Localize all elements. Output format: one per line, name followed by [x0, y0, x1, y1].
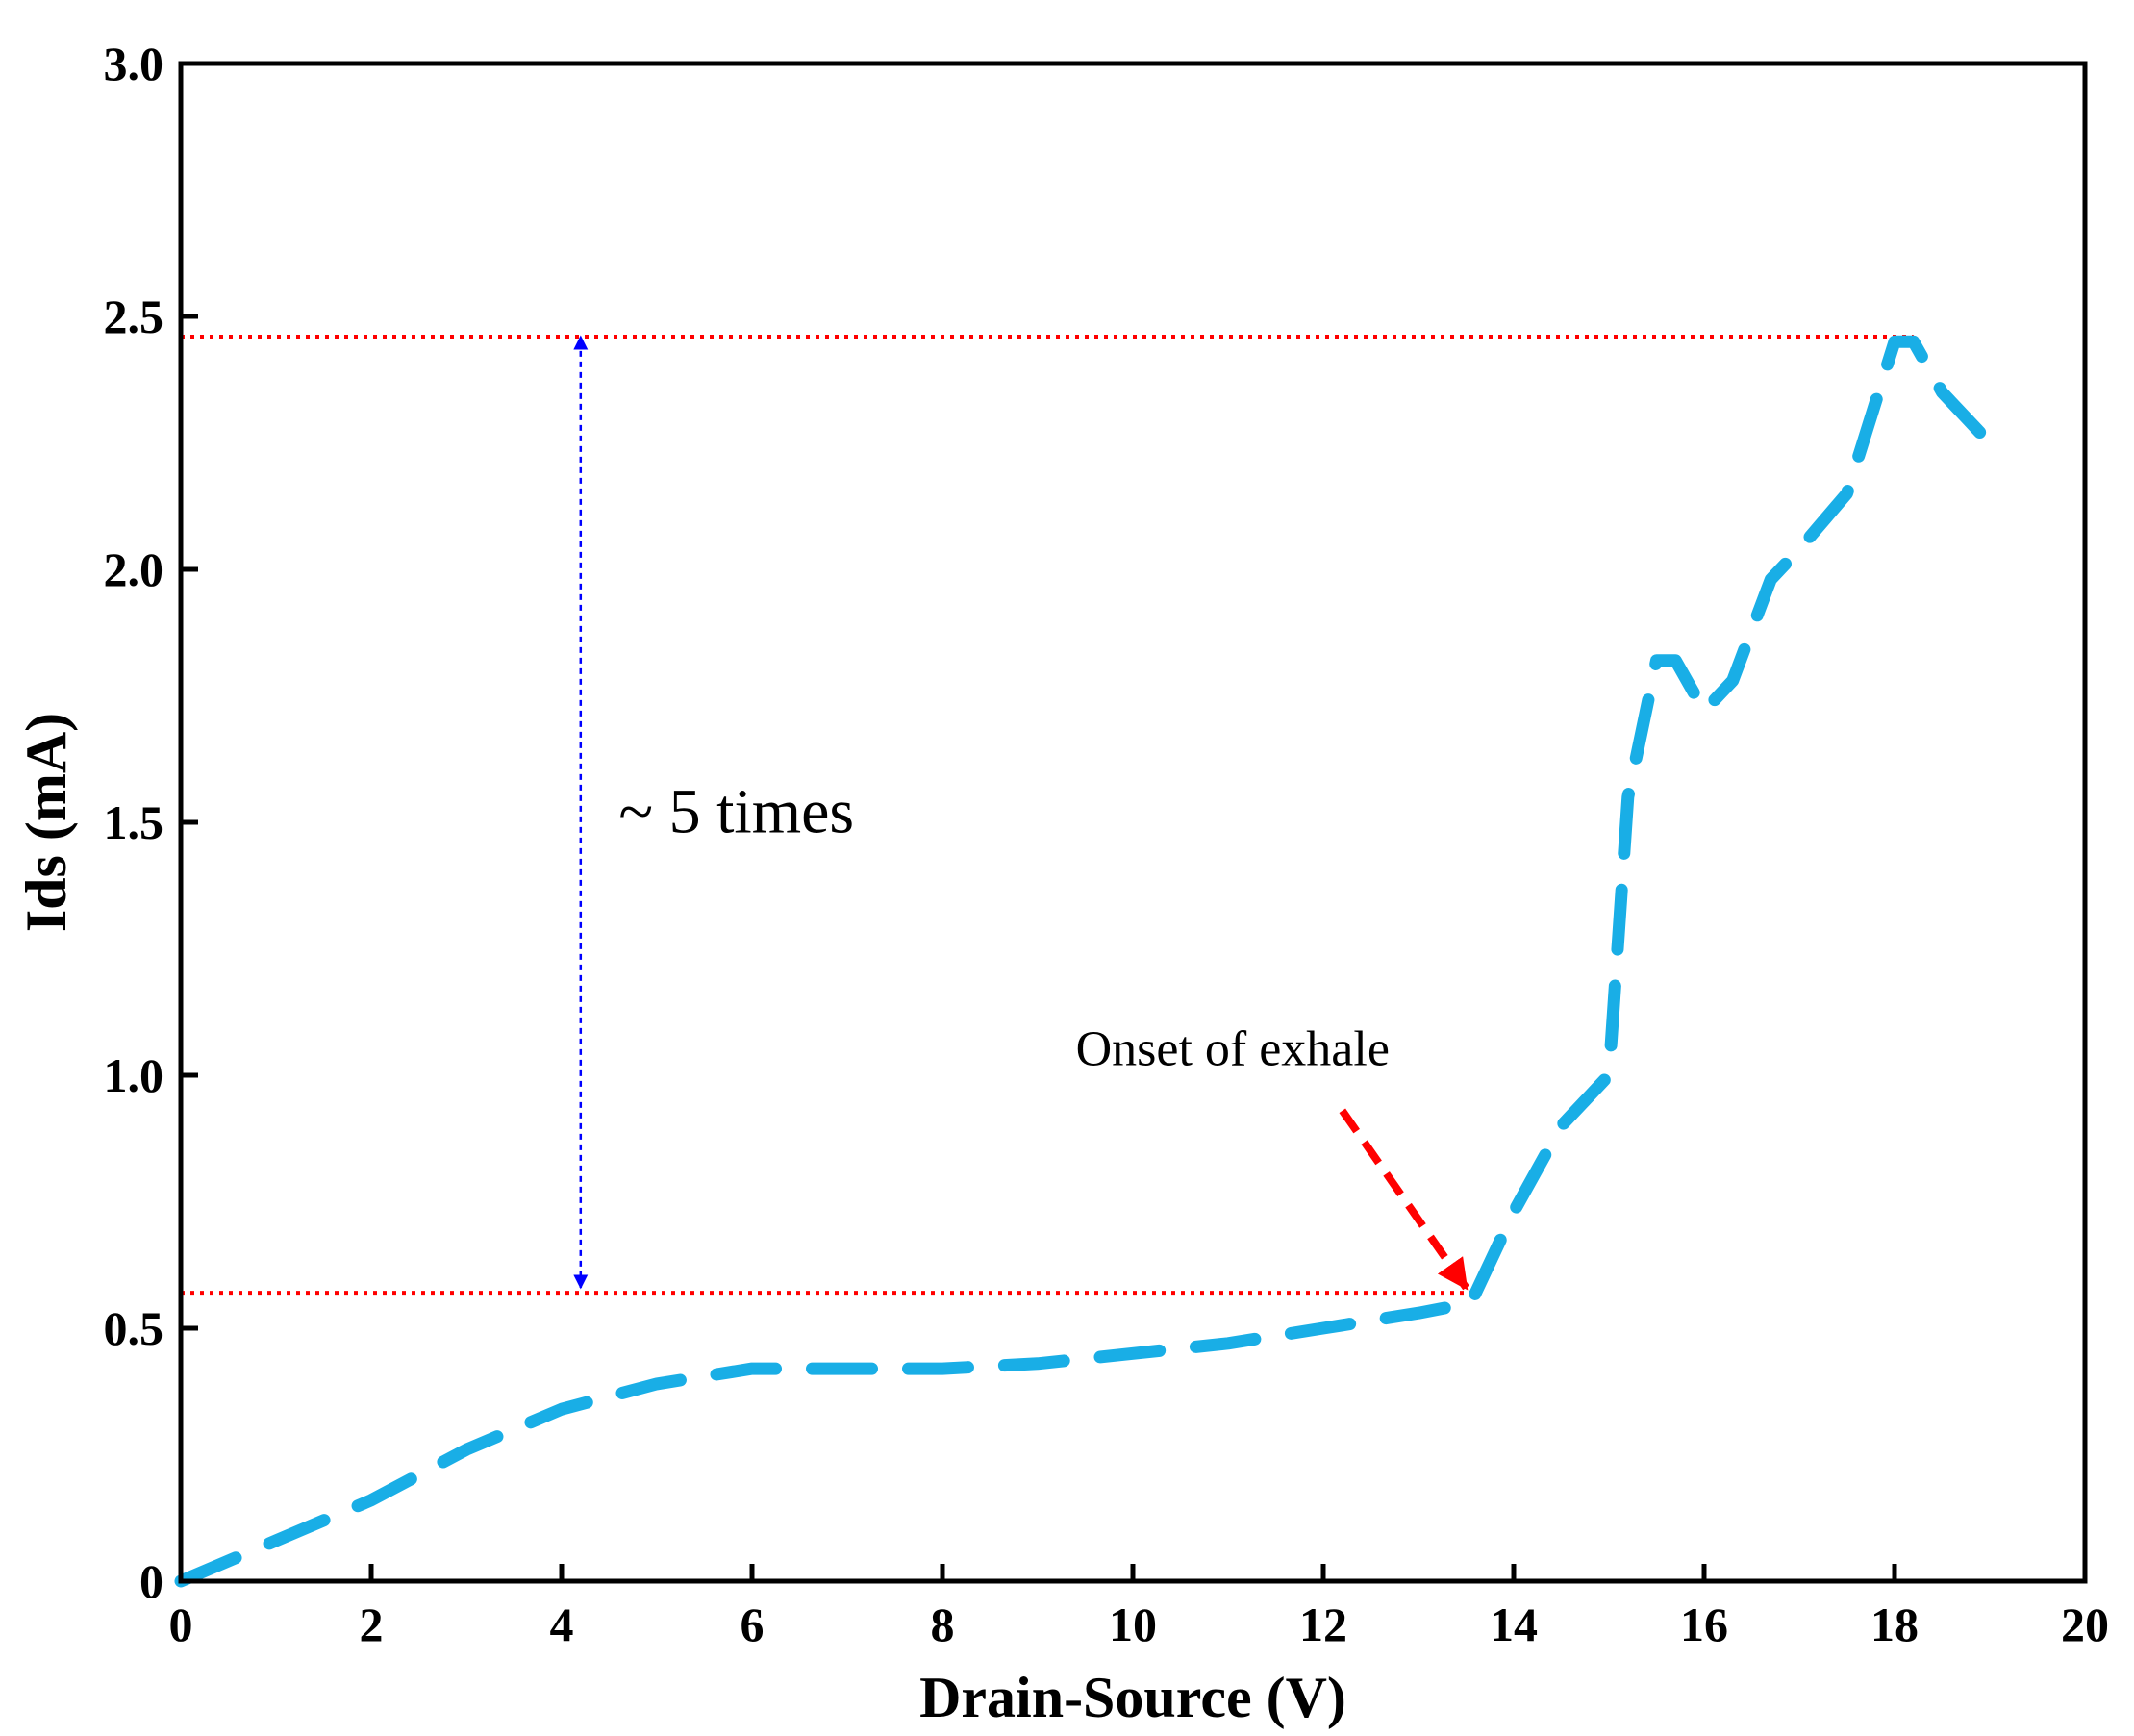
x-tick-label: 20: [2061, 1598, 2109, 1651]
x-tick-label: 2: [360, 1598, 384, 1651]
x-tick-label: 8: [931, 1598, 955, 1651]
series-line: [174, 335, 1996, 1588]
x-axis: 0 2 4 6 8 10 12 14 16 18 20: [169, 1564, 2109, 1651]
y-tick-label: 1.0: [104, 1048, 164, 1102]
x-tick-label: 0: [169, 1598, 193, 1651]
y-tick-label: 0.5: [104, 1301, 164, 1355]
x-tick-label: 4: [550, 1598, 574, 1651]
reference-lines: [181, 335, 1914, 1296]
x-tick-label: 10: [1109, 1598, 1157, 1651]
data-series: [174, 335, 1996, 1588]
y-tick-label: 1.5: [104, 795, 164, 849]
y-tick-label: 3.0: [104, 37, 164, 90]
x-tick-label: 12: [1299, 1598, 1347, 1651]
x-tick-label: 14: [1490, 1598, 1538, 1651]
onset-arrow: [1339, 1108, 1469, 1291]
y-tick-label: 2.0: [104, 542, 164, 596]
y-axis-title: Ids (mA): [14, 713, 78, 932]
x-tick-label: 6: [741, 1598, 765, 1651]
x-axis-title: Drain-Source (V): [919, 1666, 1346, 1729]
annotation-onset-of-exhale: Onset of exhale: [1076, 1021, 1390, 1076]
y-tick-label: 2.5: [104, 289, 164, 343]
x-tick-label: 18: [1870, 1598, 1919, 1651]
annotation-5-times: ~ 5 times: [618, 777, 854, 847]
x-tick-label: 16: [1680, 1598, 1728, 1651]
y-tick-label: 0: [139, 1554, 163, 1608]
y-axis: 0 0.5 1.0 1.5 2.0 2.5 3.0: [104, 37, 198, 1608]
